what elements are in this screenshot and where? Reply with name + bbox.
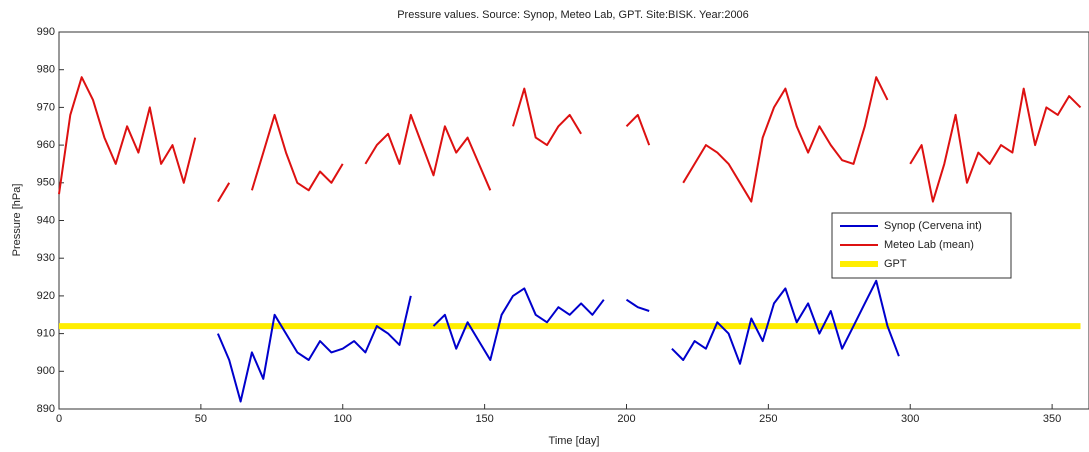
chart-title: Pressure values. Source: Synop, Meteo La… [397,9,749,21]
legend-label: Meteo Lab (mean) [884,239,974,251]
legend-label: Synop (Cervena int) [884,220,982,232]
y-tick-label: 910 [37,328,55,340]
x-tick-label: 100 [334,413,352,425]
y-tick-label: 970 [37,101,55,113]
x-tick-label: 250 [759,413,777,425]
series-line [58,76,1082,203]
x-tick-label: 300 [901,413,919,425]
y-tick-label: 980 [37,64,55,76]
y-tick-label: 930 [37,252,55,264]
y-tick-label: 950 [37,177,55,189]
x-tick-label: 150 [475,413,493,425]
legend-label: GPT [884,258,907,270]
x-tick-label: 50 [195,413,207,425]
y-tick-label: 940 [37,214,55,226]
y-tick-label: 990 [37,26,55,38]
series-line [216,279,900,403]
y-axis-label: Pressure [hPa] [11,184,23,257]
y-tick-label: 890 [37,403,55,415]
x-axis-label: Time [day] [549,435,600,447]
y-tick-label: 900 [37,365,55,377]
legend: Synop (Cervena int) Meteo Lab (mean) GPT [831,212,1012,279]
x-tick-label: 0 [56,413,62,425]
x-tick-label: 200 [617,413,635,425]
y-tick-label: 920 [37,290,55,302]
y-tick-label: 960 [37,139,55,151]
x-tick-label: 350 [1043,413,1061,425]
